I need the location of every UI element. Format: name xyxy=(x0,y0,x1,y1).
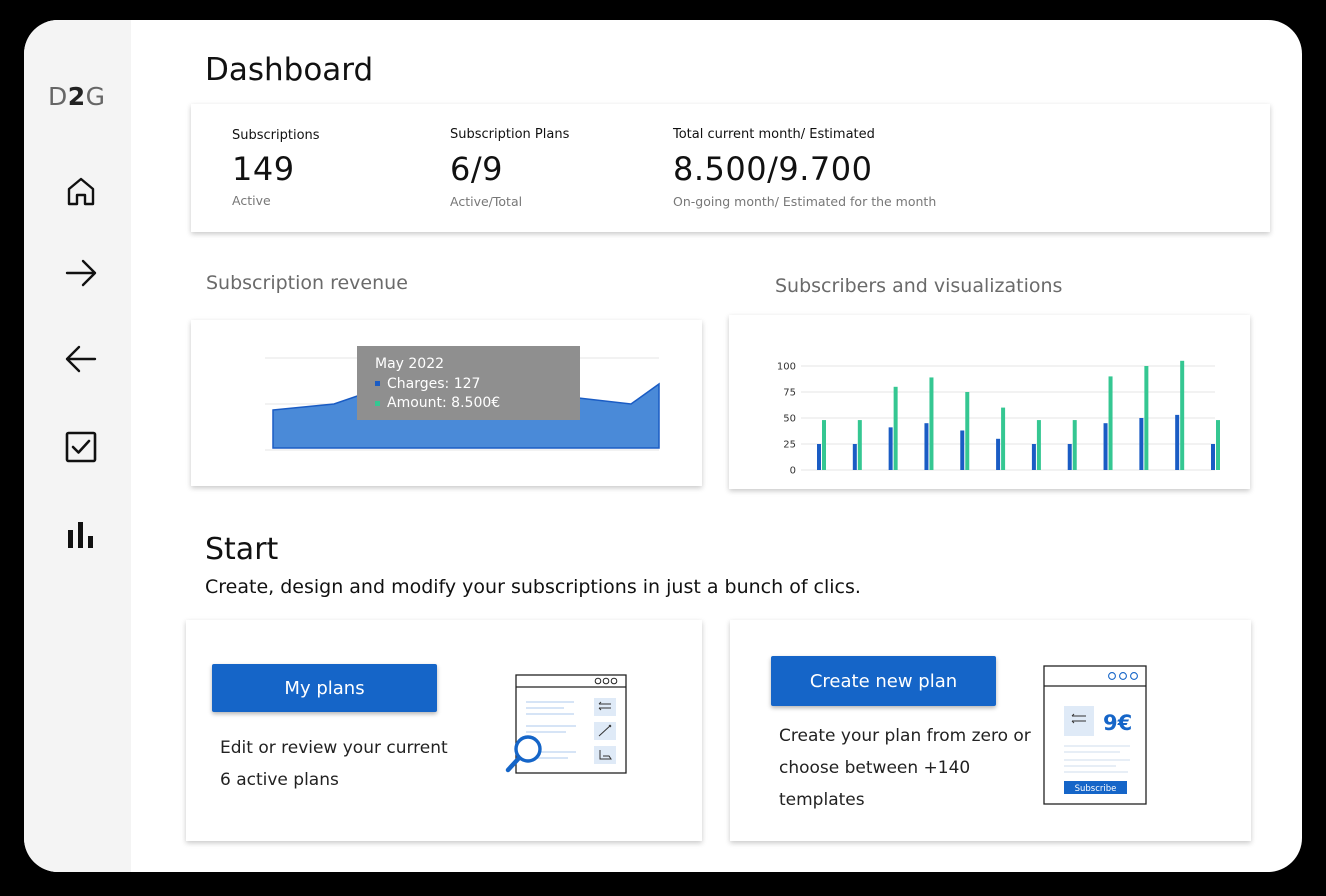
bar-subscribers[interactable] xyxy=(852,444,857,470)
app-window: D2G xyxy=(24,20,1302,872)
page-title: Dashboard xyxy=(205,52,374,88)
y-tick-label: 100 xyxy=(777,362,796,373)
my-plans-description: Edit or review your current 6 active pla… xyxy=(220,738,448,790)
bar-subscribers[interactable] xyxy=(1103,423,1108,470)
nav-outgoing[interactable] xyxy=(64,342,98,376)
tooltip-heading: May 2022 xyxy=(375,356,445,372)
bar-visualizations[interactable] xyxy=(1036,420,1041,470)
stat-subscriptions-label: Subscriptions xyxy=(232,128,320,143)
bar-visualizations[interactable] xyxy=(965,392,970,470)
bar-subscribers[interactable] xyxy=(1175,414,1180,470)
bar-visualizations[interactable] xyxy=(1001,407,1006,470)
plan-price: 9€ xyxy=(1103,711,1132,735)
arrow-right-icon xyxy=(65,259,97,287)
new-plan-description: Create your plan from zero or choose bet… xyxy=(779,726,1031,810)
start-title: Start xyxy=(205,532,279,567)
bar-subscribers[interactable] xyxy=(1031,444,1036,470)
bar-visualizations[interactable] xyxy=(1144,366,1149,470)
y-tick-label: 25 xyxy=(783,440,796,451)
nav-home[interactable] xyxy=(64,174,98,208)
checkbox-icon xyxy=(65,431,97,463)
subscribers-chart-card: 100 75 50 25 0 xyxy=(729,315,1250,489)
bar-subscribers[interactable] xyxy=(924,423,929,470)
bar-subscribers[interactable] xyxy=(1211,444,1215,470)
plans-browser-illustration xyxy=(505,674,627,774)
bar-chart-icon xyxy=(68,522,93,548)
app-logo[interactable]: D2G xyxy=(48,82,106,111)
arrow-left-icon xyxy=(65,345,97,373)
bar-subscribers[interactable] xyxy=(1139,418,1144,470)
y-tick-label: 50 xyxy=(783,414,796,425)
nav-tasks[interactable] xyxy=(64,430,98,464)
home-icon xyxy=(67,177,95,206)
bar-subscribers[interactable] xyxy=(960,430,965,470)
tooltip-charges: Charges: 127 xyxy=(375,375,580,395)
bar-visualizations[interactable] xyxy=(893,386,898,470)
bar-subscribers[interactable] xyxy=(817,444,821,470)
stats-card: Subscriptions 149 Active Subscription Pl… xyxy=(191,104,1270,232)
stat-plans-label: Subscription Plans xyxy=(450,127,570,142)
revenue-tooltip: May 2022 Charges: 127 Amount: 8.500€ xyxy=(357,346,580,420)
stat-plans-value: 6/9 xyxy=(450,150,503,188)
stat-total-value: 8.500/9.700 xyxy=(673,150,873,188)
create-new-plan-button[interactable]: Create new plan xyxy=(771,656,996,706)
stat-subscriptions-value: 149 xyxy=(232,150,295,188)
tooltip-amount: Amount: 8.500€ xyxy=(375,394,580,414)
new-plan-card: Create new plan Create your plan from ze… xyxy=(730,620,1251,841)
subscribe-label: Subscribe xyxy=(1075,784,1117,794)
stat-plans-sub: Active/Total xyxy=(450,194,523,209)
new-plan-illustration: 9€ Subscribe xyxy=(1043,665,1147,805)
stat-subscriptions-sub: Active xyxy=(232,193,271,208)
subscribers-chart-title: Subscribers and visualizations xyxy=(775,275,1063,297)
stat-total-label: Total current month/ Estimated xyxy=(673,127,875,142)
my-plans-button[interactable]: My plans xyxy=(212,664,437,712)
nav-incoming[interactable] xyxy=(64,256,98,290)
bar-subscribers[interactable] xyxy=(1067,444,1072,470)
bar-visualizations[interactable] xyxy=(929,377,934,470)
sidebar: D2G xyxy=(24,20,131,872)
bar-subscribers[interactable] xyxy=(888,427,893,470)
bar-visualizations[interactable] xyxy=(1180,360,1185,470)
bar-visualizations[interactable] xyxy=(1108,376,1113,470)
bar-visualizations[interactable] xyxy=(1216,420,1220,470)
bar-visualizations[interactable] xyxy=(822,420,826,470)
bar-visualizations[interactable] xyxy=(1072,420,1077,470)
start-subtitle: Create, design and modify your subscript… xyxy=(205,576,861,598)
y-tick-label: 75 xyxy=(783,388,796,399)
my-plans-card: My plans Edit or review your current 6 a… xyxy=(186,620,702,841)
revenue-title: Subscription revenue xyxy=(206,272,408,294)
revenue-card: May 2022 Charges: 127 Amount: 8.500€ xyxy=(191,320,702,486)
stat-total-sub: On-going month/ Estimated for the month xyxy=(673,194,937,209)
bar-subscribers[interactable] xyxy=(996,438,1001,470)
bar-visualizations[interactable] xyxy=(857,420,862,470)
nav-stats[interactable] xyxy=(64,518,98,552)
subscribers-bar-chart: 100 75 50 25 0 xyxy=(777,360,1220,477)
y-tick-label: 0 xyxy=(790,466,796,477)
